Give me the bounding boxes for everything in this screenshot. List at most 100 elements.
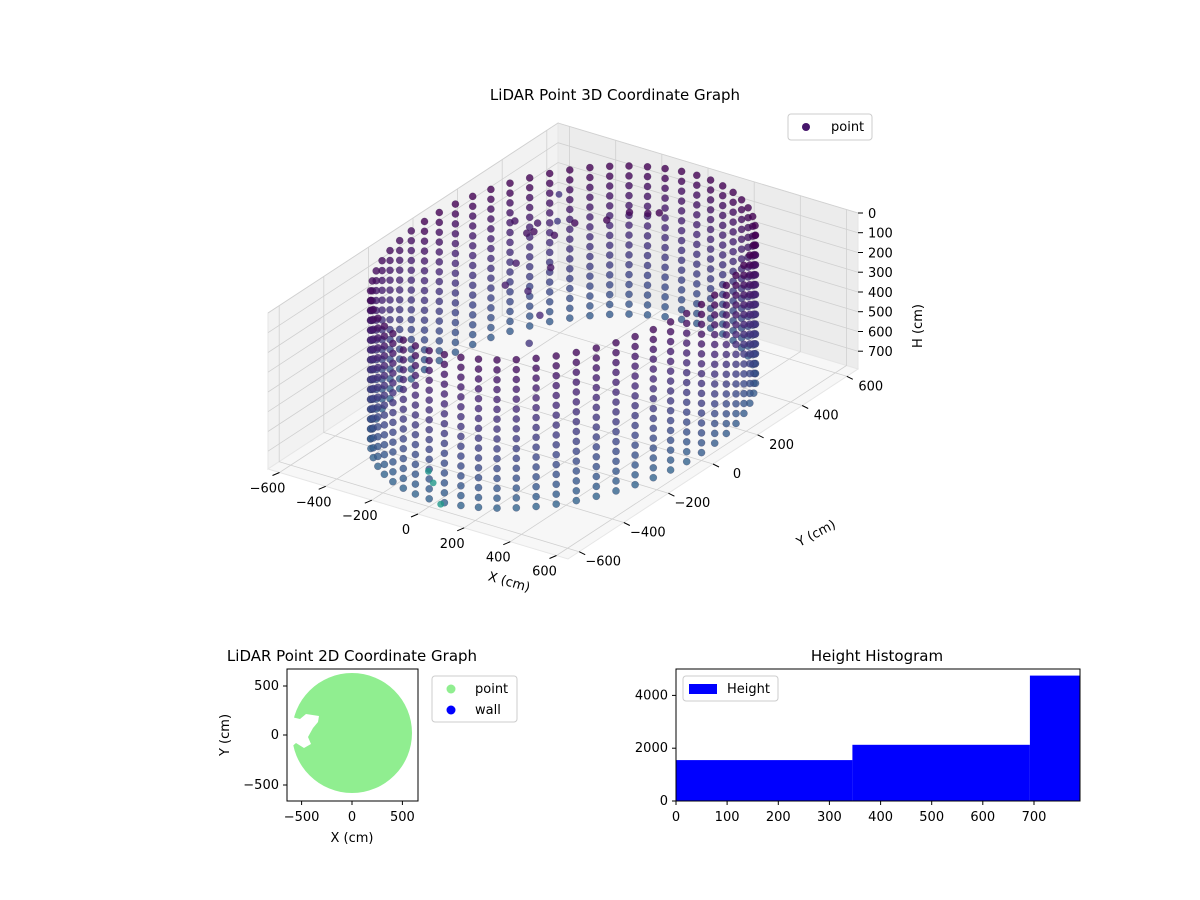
lidar-point [722,301,731,309]
lidar-point [374,403,382,411]
lidar-point [420,326,429,334]
lidar-point [389,349,397,358]
lidar-point [682,388,691,397]
lidar-point [740,271,748,280]
lidar-point [457,432,465,441]
y3d-tick-mark [757,434,764,439]
lidar-point [552,381,561,390]
lidar-point [592,413,601,422]
hist-xtick-label: 0 [672,810,680,825]
lidar-point [706,255,715,263]
lidar-point [399,435,408,443]
lidar-point [457,442,465,451]
lidar-point [677,226,686,235]
lidar-point [706,186,715,194]
lidar-point [425,415,434,424]
lidar-point [605,192,614,200]
lidar-point [722,429,731,438]
lidar-point [407,246,416,255]
lidar-point [545,199,554,207]
hist-ytick-label: 4000 [635,688,668,703]
lidar-point [512,474,521,483]
lidar-point [586,223,594,231]
lidar-point [710,320,719,329]
lidar-point [512,484,521,492]
lidar-point [532,482,540,491]
plot2d-gap [287,714,319,752]
plot2d-legend: point wall [431,675,518,723]
x3d-tick-mark [318,485,326,490]
lidar-point [612,358,620,367]
lidar-point [474,473,483,482]
lidar-point [536,311,544,320]
lidar-point [501,281,510,290]
lidar-point [706,265,715,273]
lidar-point [718,221,727,230]
plot-2d: LiDAR Point 2D Coordinate Graph −500 0 5… [218,647,518,846]
lidar-point [649,384,658,393]
z3d-tick-label: 0 [868,207,876,222]
lidar-point [565,304,574,313]
lidar-point [732,360,740,369]
lidar-point [732,419,740,428]
lidar-point [411,411,420,419]
plot2d-ytick-label: 0 [271,728,279,743]
hist-xtick-label: 400 [868,810,893,825]
lidar-point [440,370,449,379]
lidar-point [612,348,620,357]
x3d-tick-mark [457,527,465,532]
lidar-point [457,402,465,411]
lidar-point [592,492,601,501]
lidar-point [740,310,748,319]
lidar-point [592,433,601,441]
lidar-point [586,302,594,310]
lidar-point [411,401,420,409]
lidar-point [729,237,737,246]
lidar-point [435,248,444,256]
lidar-point [512,259,520,268]
lidar-point [435,297,444,306]
lidar-point [732,390,740,398]
lidar-point [545,218,554,227]
lidar-point [592,364,601,372]
lidar-point [474,375,483,383]
grid-line [278,305,580,553]
plot2d-legend-wall-marker [446,705,456,715]
lidar-point [605,310,614,319]
lidar-point [395,256,404,265]
lidar-point [395,315,404,324]
lidar-point [682,309,691,318]
lidar-point [722,350,731,359]
lidar-point [631,411,639,420]
lidar-point [552,470,561,479]
lidar-point [512,405,521,413]
lidar-point [682,329,691,338]
lidar-point [532,394,540,402]
lidar-point [710,439,719,448]
lidar-point [451,210,460,218]
plot2d-xtick-label: 500 [390,810,415,825]
hist-bar [852,744,1030,801]
lidar-point [586,311,594,320]
lidar-point [737,205,746,214]
x3d-tick-label: 400 [486,551,511,566]
lidar-point [374,343,382,352]
grid-line [371,154,663,501]
lidar-point [368,277,377,285]
lidar-point [586,252,594,261]
grid-line [556,209,847,556]
lidar-point [468,232,477,240]
lidar-point [550,231,559,240]
lidar-point [649,335,658,344]
lidar-point [380,421,389,429]
lidar-point [612,437,620,446]
lidar-point [718,201,727,210]
lidar-point [692,289,701,298]
lidar-point [682,447,691,456]
lidar-point [380,450,389,459]
x3d-tick-label: −400 [296,495,332,510]
lidar-point [649,394,658,403]
lidar-point [661,204,669,212]
lidar-point [425,346,434,355]
lidar-point [605,280,614,289]
